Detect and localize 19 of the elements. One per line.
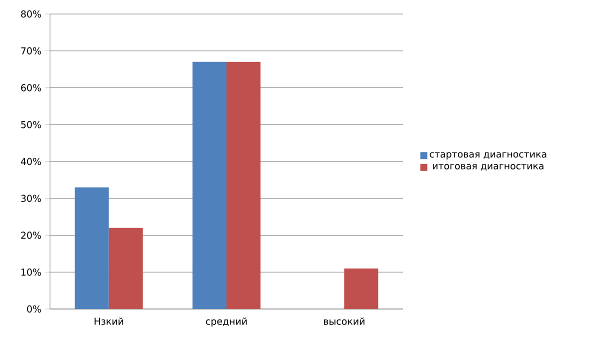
bar xyxy=(108,228,143,309)
y-tick-label: 0% xyxy=(27,305,41,313)
y-tick-label: 70% xyxy=(21,47,41,54)
y-tick-label: 20% xyxy=(21,232,41,239)
y-tick-label: 50% xyxy=(21,121,41,128)
bar xyxy=(344,268,378,309)
bar xyxy=(192,62,227,309)
y-tick-label: 60% xyxy=(21,84,41,92)
bar xyxy=(226,62,261,309)
y-tick-label: 40% xyxy=(20,158,41,166)
bar xyxy=(74,187,109,309)
legend-label: стартовая диагностика xyxy=(430,152,546,160)
y-tick-label: 30% xyxy=(21,194,41,202)
x-tick-label: Нзкий xyxy=(94,318,124,325)
legend-label: итоговая диагностика xyxy=(432,164,544,171)
x-tick-label: высокий xyxy=(324,318,364,325)
x-tick-label: средний xyxy=(206,318,247,327)
y-tick-label: 80% xyxy=(21,10,41,18)
y-tick-label: 10% xyxy=(21,268,41,276)
